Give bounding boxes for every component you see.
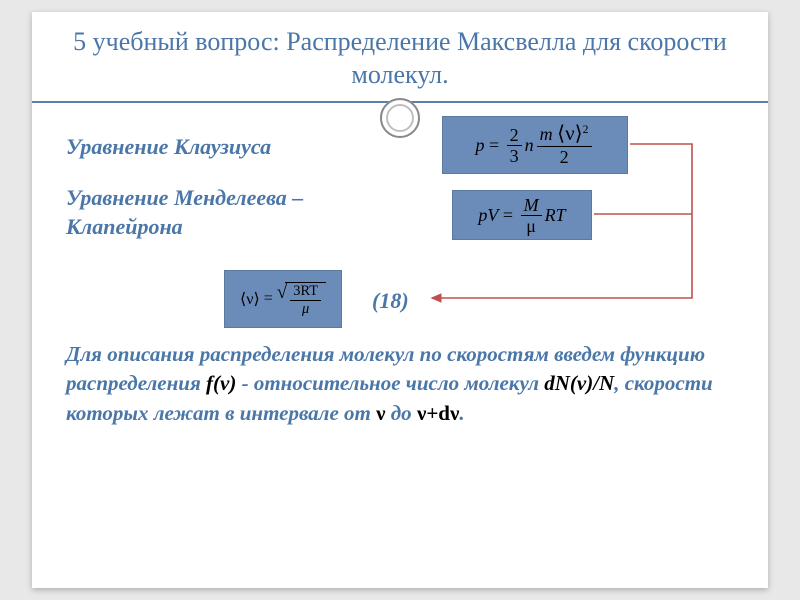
slide: 5 учебный вопрос: Распределение Максвелл… (32, 12, 768, 588)
f3-lhs: ⟨ν⟩ (240, 289, 260, 309)
slide-title: 5 учебный вопрос: Распределение Максвелл… (62, 26, 738, 91)
mendeleev-line2: Клапейрона (66, 214, 183, 239)
f1-n: n (525, 135, 534, 156)
f1-exp: 2 (583, 123, 589, 136)
f1-v: ⟨ν⟩ (557, 123, 583, 145)
formula-mendeleev: pV = M μ RT (452, 190, 592, 240)
body-paragraph: Для описания распределения молекул по ск… (66, 340, 734, 428)
f3-num: 3RT (290, 284, 321, 300)
body-t2: f(ν) (206, 371, 236, 395)
label-clausius: Уравнение Клаузиуса (66, 134, 271, 160)
ring-decoration (380, 98, 420, 138)
f1-frac1-num: 2 (507, 126, 522, 146)
body-t8: ν+dν (417, 401, 459, 425)
equation-number: (18) (372, 288, 409, 314)
f1-frac2-den: 2 (557, 147, 572, 166)
f2-rhs: RT (545, 205, 566, 226)
formula-clausius: p = 2 3 n m ⟨ν⟩2 2 (442, 116, 628, 174)
f1-m: m (540, 124, 553, 144)
body-t4: dN(ν)/N (544, 371, 614, 395)
title-divider: 5 учебный вопрос: Распределение Максвелл… (32, 12, 768, 103)
f1-frac1-den: 3 (507, 146, 522, 165)
f2-lhs: pV (478, 205, 498, 226)
f3-den: μ (299, 301, 312, 316)
f1-lhs: p (476, 135, 485, 156)
label-mendeleev: Уравнение Менделеева – Клапейрона (66, 184, 303, 241)
body-t7: до (386, 401, 417, 425)
mendeleev-line1: Уравнение Менделеева – (66, 185, 303, 210)
f2-den: μ (523, 216, 539, 235)
f2-num: M (521, 196, 542, 216)
body-t6: ν (376, 401, 385, 425)
body-t9: . (459, 401, 464, 425)
body-t3: - относительное число молекул (236, 371, 544, 395)
formula-velocity: ⟨ν⟩ = √ 3RT μ (224, 270, 342, 328)
